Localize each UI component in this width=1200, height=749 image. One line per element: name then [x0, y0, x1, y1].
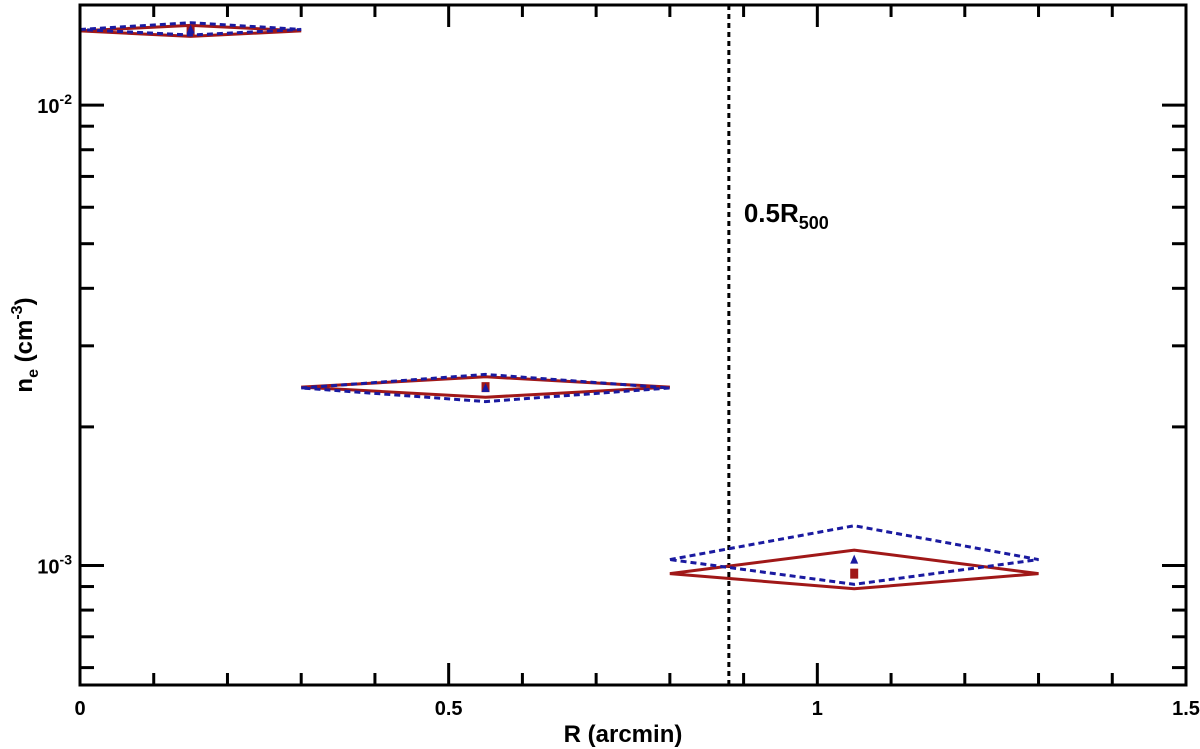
series-dotted-diamond [669, 524, 1039, 586]
y-tick-label: 10-3 [37, 551, 72, 578]
series-dotted-marker [850, 554, 859, 564]
series-solid-marker [850, 568, 859, 579]
y-axis-label: ne (cm-3) [9, 297, 42, 392]
x-axis-label: R (arcmin) [564, 721, 683, 748]
plot-frame [78, 3, 1188, 687]
y-tick-label: 10-2 [37, 91, 72, 118]
x-tick-label: 0 [74, 698, 85, 720]
x-tick-label: 1 [812, 698, 823, 720]
series-dotted-marker [186, 24, 195, 34]
series-solid-diamond [669, 548, 1039, 591]
reference-line-layer: 0.5R500 [727, 5, 829, 685]
r500-reference-label: 0.5R500 [744, 198, 829, 233]
x-tick-label: 1.5 [1172, 698, 1200, 720]
series-dotted-marker [481, 382, 490, 392]
x-tick-label: 0.5 [435, 698, 463, 720]
ticks-layer: 0 0.5 1 1.5 10-2 10-3 [37, 5, 1200, 720]
series-dotted-diamond [301, 372, 670, 404]
series-layer [79, 21, 1039, 591]
series-dotted-diamond [79, 21, 302, 37]
